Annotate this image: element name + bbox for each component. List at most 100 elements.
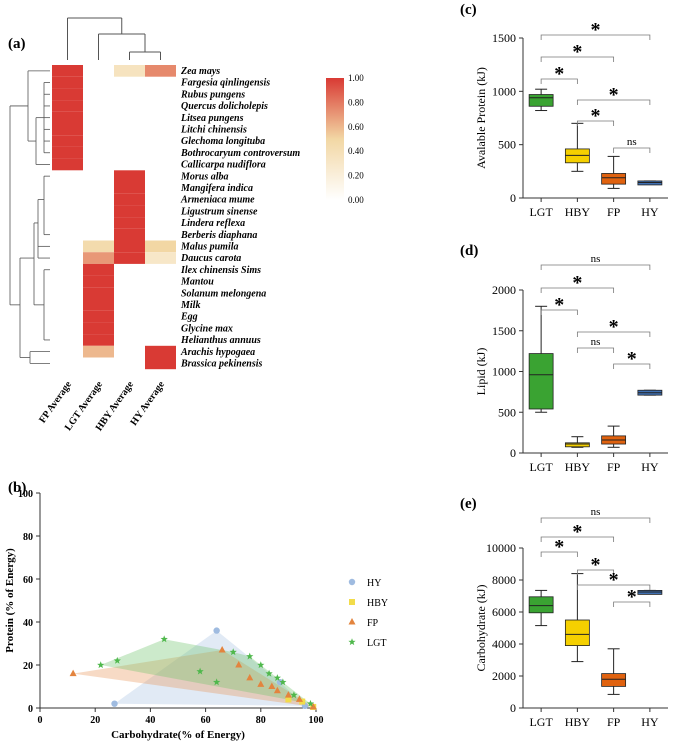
x-tick-label: 20 (90, 715, 100, 726)
legend-label: LGT (367, 638, 386, 649)
significance-label: * (554, 294, 564, 316)
heat-cell (114, 205, 145, 218)
y-axis-label: Lipid (kJ) (474, 348, 488, 396)
y-tick-label: 20 (23, 661, 33, 672)
colorbar-tick-label: 0.60 (348, 122, 364, 132)
significance-bracket (540, 78, 578, 84)
heat-row-label: Rubus pungens (180, 89, 245, 100)
y-tick-label: 8000 (492, 573, 516, 587)
heat-row-label: Quercus dolicholepis (181, 101, 268, 112)
y-tick-label: 40 (23, 618, 33, 629)
x-tick-label: HBY (565, 715, 591, 729)
heat-row-label: Ilex chinensis Sims (180, 265, 261, 276)
panel-label-e: (e) (460, 496, 477, 512)
heat-cell (114, 240, 145, 253)
heat-row-label: Berberis diaphana (180, 230, 257, 241)
scatter-point-lgt (279, 678, 287, 686)
heat-cell (83, 263, 114, 276)
colorbar-tick-label: 0.00 (348, 195, 364, 205)
boxplot-lipid: 0 500 1000 1500 2000 LGT HBY FP HY Lipid (kJ) ns * *… (474, 253, 668, 474)
panel-label-d: (d) (460, 243, 478, 259)
scatter-point-lgt (97, 661, 105, 669)
significance-label: * (572, 272, 582, 294)
heat-cell (52, 135, 83, 147)
significance-bracket (540, 517, 651, 523)
heat-row-label: Egg (180, 312, 198, 323)
x-axis-label: Carbohydrate(% of Energy) (111, 729, 245, 741)
significance-label: * (572, 521, 582, 543)
colorbar-tick-label: 0.20 (348, 171, 364, 181)
significance-bracket (576, 347, 615, 353)
scatter-point-lgt (213, 678, 221, 686)
legend-label: FP (367, 618, 379, 629)
scatter-point-fp (69, 669, 77, 677)
significance-bracket (540, 551, 578, 557)
significance-bracket (540, 536, 615, 542)
heat-row-label: Glechoma longituba (181, 136, 265, 147)
heat-cell (83, 240, 114, 253)
y-tick-label: 100 (18, 489, 33, 500)
heat-row-label: Litchi chinensis (180, 125, 247, 136)
panel-label-a: (a) (8, 36, 26, 52)
scatter-point-hby (285, 696, 292, 703)
heat-row-label: Arachis hypogaea (180, 347, 255, 358)
heat-row-label: Ligustrum sinense (180, 206, 258, 217)
heat-cell (83, 345, 114, 358)
box-hby (564, 148, 590, 164)
scatter-point-fp (284, 691, 292, 698)
scatter-point-lgt (306, 699, 315, 707)
scatter-point-fp (295, 695, 303, 702)
x-tick-label: LGT (529, 715, 553, 729)
heat-cell (52, 111, 83, 124)
legend-marker-fp (348, 618, 356, 625)
significance-label: * (554, 63, 564, 85)
hull-area-hy (114, 630, 305, 706)
scatter-point-lgt (113, 656, 121, 664)
boxplot-carbohydrate: 0 2000 4000 6000 8000 10000 LGT HBY FP HY Carbohyd… (474, 506, 668, 729)
scatter-point-lgt (257, 661, 265, 669)
x-tick-label: 60 (201, 715, 211, 726)
hull-area-fp (73, 649, 314, 707)
significance-label: * (591, 105, 601, 127)
scatter-point-lgt (246, 652, 254, 660)
y-tick-label: 1500 (492, 31, 516, 45)
significance-label: * (627, 348, 637, 370)
heat-cell (52, 88, 83, 101)
x-tick-label: HY (641, 715, 659, 729)
heat-cell (114, 228, 145, 241)
heat-row-label: Callicarpa nudiflora (181, 160, 266, 171)
x-tick-label: 40 (145, 715, 155, 726)
heat-cell (145, 345, 176, 358)
x-tick-label: HY (641, 205, 659, 219)
x-tick-label: LGT (529, 460, 553, 474)
y-axis-label: Avalable Protein (kJ) (474, 67, 488, 169)
heat-row-label: Fargesia qinlingensis (180, 78, 270, 89)
heat-cell (83, 310, 114, 323)
scatter-point-fp (268, 682, 276, 689)
scatter-point-fp (273, 686, 281, 694)
x-tick-label: 0 (38, 715, 43, 726)
colorbar-tick-label: 0.80 (348, 97, 364, 107)
y-tick-label: 0 (510, 446, 516, 460)
significance-label: ns (591, 253, 601, 265)
y-axis-label: Carbohydrate (kJ) (474, 585, 488, 672)
x-tick-label: LGT (529, 205, 553, 219)
heat-row-label: Glycine max (181, 323, 233, 334)
significance-label: * (627, 586, 637, 608)
heat-row-label: Lindera reflexa (180, 218, 245, 229)
significance-label: * (591, 554, 601, 576)
heat-cell (114, 170, 145, 182)
y-tick-label: 0 (510, 701, 516, 715)
scatter-point-lgt (265, 669, 273, 677)
scatter-point-lgt (290, 691, 298, 699)
heat-cell (52, 158, 83, 171)
heat-cell (114, 217, 145, 229)
x-tick-label: HY (641, 460, 659, 474)
heat-cell (52, 146, 83, 159)
y-tick-label: 60 (23, 575, 33, 586)
significance-label: * (609, 569, 619, 591)
scatter-point-lgt (196, 667, 204, 675)
box-fp (601, 673, 627, 687)
significance-label: * (609, 84, 619, 106)
heat-row-label: Helianthus annuus (180, 335, 261, 346)
